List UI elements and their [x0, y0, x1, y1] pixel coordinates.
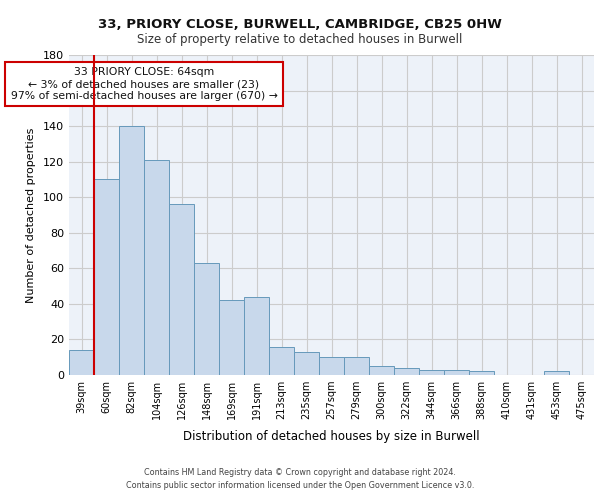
Y-axis label: Number of detached properties: Number of detached properties [26, 128, 36, 302]
Bar [294, 352, 319, 375]
Text: Contains HM Land Registry data © Crown copyright and database right 2024.
Contai: Contains HM Land Registry data © Crown c… [126, 468, 474, 490]
Bar [144, 160, 169, 375]
Bar [194, 263, 219, 375]
Bar [369, 366, 394, 375]
Bar [269, 346, 294, 375]
Text: 33 PRIORY CLOSE: 64sqm
← 3% of detached houses are smaller (23)
97% of semi-deta: 33 PRIORY CLOSE: 64sqm ← 3% of detached … [11, 68, 277, 100]
Bar [169, 204, 194, 375]
Bar [69, 350, 94, 375]
Bar [244, 297, 269, 375]
Text: Size of property relative to detached houses in Burwell: Size of property relative to detached ho… [137, 32, 463, 46]
Bar [394, 368, 419, 375]
Bar [94, 180, 119, 375]
Bar [219, 300, 244, 375]
Bar [344, 357, 369, 375]
Bar [119, 126, 144, 375]
Bar [544, 372, 569, 375]
Bar [319, 357, 344, 375]
Bar [444, 370, 469, 375]
Bar [419, 370, 444, 375]
Bar [469, 372, 494, 375]
X-axis label: Distribution of detached houses by size in Burwell: Distribution of detached houses by size … [183, 430, 480, 444]
Text: 33, PRIORY CLOSE, BURWELL, CAMBRIDGE, CB25 0HW: 33, PRIORY CLOSE, BURWELL, CAMBRIDGE, CB… [98, 18, 502, 30]
